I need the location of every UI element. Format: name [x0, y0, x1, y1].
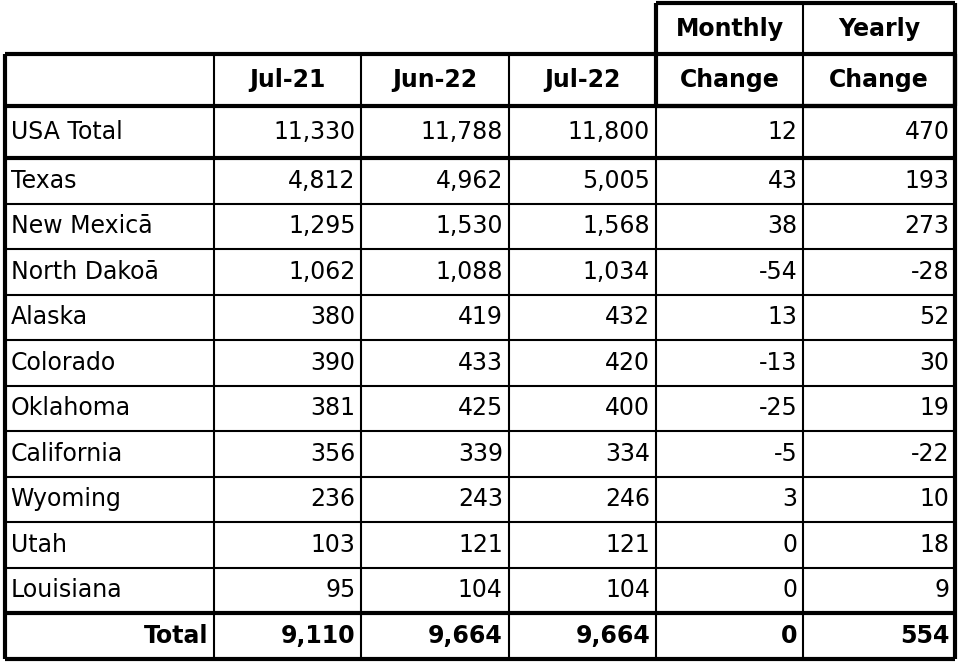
Text: Yearly: Yearly: [838, 17, 921, 41]
Text: 52: 52: [919, 305, 949, 330]
Text: 38: 38: [767, 214, 798, 238]
Text: -13: -13: [759, 351, 798, 375]
Text: 400: 400: [605, 397, 650, 420]
Text: Utah: Utah: [11, 533, 66, 557]
Text: -22: -22: [911, 442, 949, 466]
Text: 19: 19: [920, 397, 949, 420]
Text: 0: 0: [782, 533, 798, 557]
Text: 433: 433: [458, 351, 503, 375]
Text: 4,812: 4,812: [288, 169, 355, 193]
Text: 243: 243: [458, 487, 503, 512]
Text: 12: 12: [767, 120, 798, 144]
Text: New Mexicā: New Mexicā: [11, 214, 153, 238]
Text: USA Total: USA Total: [11, 120, 122, 144]
Text: 4,962: 4,962: [436, 169, 503, 193]
Text: 95: 95: [325, 579, 355, 602]
Text: 0: 0: [780, 624, 798, 648]
Text: 11,788: 11,788: [420, 120, 503, 144]
Text: 334: 334: [605, 442, 650, 466]
Text: 104: 104: [605, 579, 650, 602]
Text: 432: 432: [605, 305, 650, 330]
Text: 381: 381: [310, 397, 355, 420]
Text: 236: 236: [310, 487, 355, 512]
Text: 13: 13: [767, 305, 798, 330]
Text: 1,062: 1,062: [288, 260, 355, 284]
Text: 103: 103: [311, 533, 355, 557]
Text: 121: 121: [458, 533, 503, 557]
Text: 1,034: 1,034: [583, 260, 650, 284]
Text: 9,110: 9,110: [281, 624, 355, 648]
Text: Jun-22: Jun-22: [393, 68, 477, 92]
Text: 390: 390: [310, 351, 355, 375]
Text: -54: -54: [758, 260, 798, 284]
Text: North Dakoā: North Dakoā: [11, 260, 158, 284]
Text: -5: -5: [774, 442, 798, 466]
Text: 273: 273: [904, 214, 949, 238]
Text: 43: 43: [767, 169, 798, 193]
Text: 9,664: 9,664: [575, 624, 650, 648]
Text: 9: 9: [934, 579, 949, 602]
Text: 121: 121: [606, 533, 650, 557]
Text: 1,568: 1,568: [583, 214, 650, 238]
Text: 420: 420: [605, 351, 650, 375]
Text: California: California: [11, 442, 123, 466]
Text: Monthly: Monthly: [676, 17, 783, 41]
Text: 339: 339: [458, 442, 503, 466]
Text: 1,088: 1,088: [435, 260, 503, 284]
Text: Louisiana: Louisiana: [11, 579, 122, 602]
Text: Texas: Texas: [11, 169, 76, 193]
Text: 3: 3: [782, 487, 798, 512]
Text: 10: 10: [920, 487, 949, 512]
Text: Change: Change: [680, 68, 780, 92]
Text: 30: 30: [920, 351, 949, 375]
Text: 425: 425: [458, 397, 503, 420]
Text: Change: Change: [829, 68, 929, 92]
Text: 356: 356: [310, 442, 355, 466]
Text: 9,664: 9,664: [428, 624, 503, 648]
Text: 0: 0: [782, 579, 798, 602]
Text: Wyoming: Wyoming: [11, 487, 121, 512]
Text: 470: 470: [904, 120, 949, 144]
Text: 1,295: 1,295: [288, 214, 355, 238]
Text: Total: Total: [144, 624, 208, 648]
Text: Alaska: Alaska: [11, 305, 87, 330]
Text: 11,330: 11,330: [274, 120, 355, 144]
Text: 11,800: 11,800: [567, 120, 650, 144]
Text: 104: 104: [458, 579, 503, 602]
Text: 246: 246: [605, 487, 650, 512]
Text: 419: 419: [458, 305, 503, 330]
Text: 193: 193: [904, 169, 949, 193]
Text: Oklahoma: Oklahoma: [11, 397, 131, 420]
Text: -25: -25: [758, 397, 798, 420]
Text: 5,005: 5,005: [582, 169, 650, 193]
Text: Jul-22: Jul-22: [544, 68, 620, 92]
Text: 18: 18: [920, 533, 949, 557]
Text: Jul-21: Jul-21: [250, 68, 325, 92]
Text: -28: -28: [911, 260, 949, 284]
Text: 554: 554: [900, 624, 949, 648]
Text: 1,530: 1,530: [435, 214, 503, 238]
Text: Colorado: Colorado: [11, 351, 116, 375]
Text: 380: 380: [310, 305, 355, 330]
